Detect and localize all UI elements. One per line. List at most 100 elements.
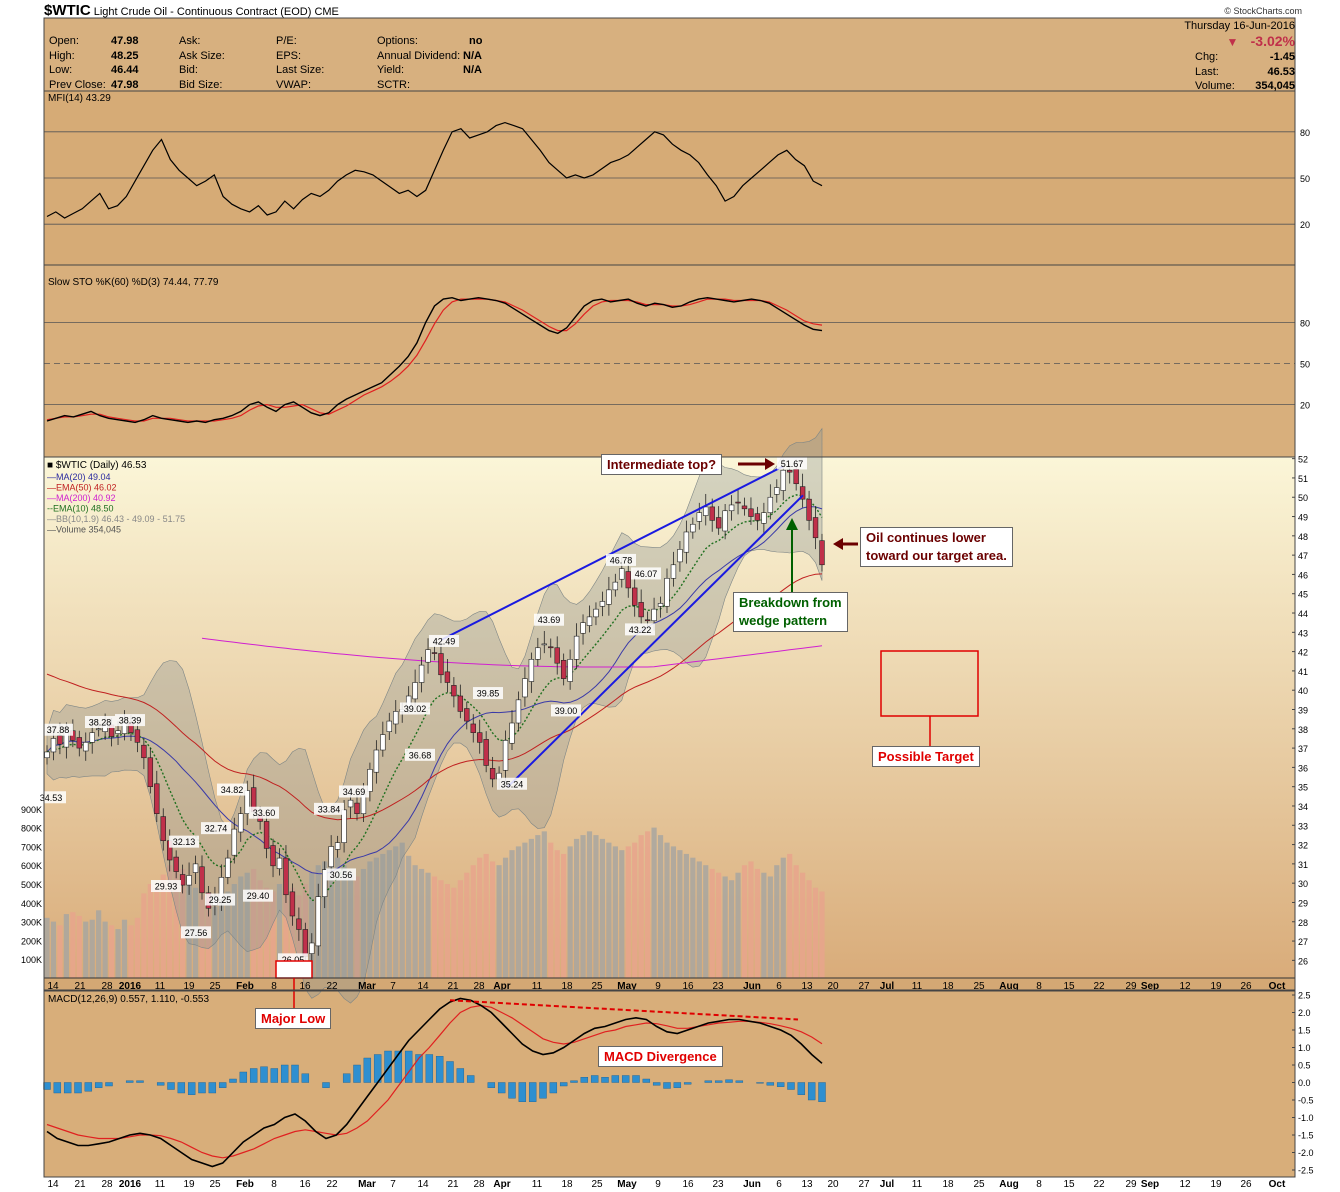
mfi-level-label: 80 [1300,128,1310,138]
sto-title: Slow STO %K(60) %D(3) 74.44, 77.79 [48,277,219,288]
x-tick-label-bottom: Sep [1141,1179,1159,1190]
volume-bar [218,899,224,978]
vwap-label: VWAP: [276,78,312,91]
macd-histogram-bar [797,1082,806,1095]
quote-col-3: P/E: EPS: Last Size: VWAP: [276,34,324,92]
note-breakdown-line-1: Breakdown from [739,595,842,610]
low-label: Low: [49,64,73,76]
x-tick-label-bottom: Jun [743,1179,761,1190]
mfi-level-label: 20 [1300,220,1310,230]
volume-bar [244,872,250,978]
volume-bar [735,872,741,978]
price-label-bg [314,802,344,815]
macd-histogram-bar [260,1066,268,1083]
panel-border [43,989,1296,1178]
price-label-bg [85,716,115,729]
x-tick-label-bottom: Oct [1269,1179,1286,1190]
macd-histogram-bar [539,1082,547,1099]
x-tick-label: 28 [101,981,113,992]
x-tick-label-bottom: 29 [1125,1179,1137,1190]
x-tick-label: 28 [473,981,485,992]
volume-bar [167,865,173,978]
x-tick-label-bottom: 16 [682,1179,694,1190]
candle-body [554,647,560,664]
price-label: 34.82 [221,785,244,795]
prev-close-label: Prev Close: [49,78,106,91]
candle-body [793,468,799,485]
x-tick-label: May [617,981,637,992]
candle-body [464,708,470,722]
price-tick-label: 42 [1298,648,1308,658]
x-tick-label: 18 [942,981,954,992]
price-label-bg [43,723,73,736]
volume-bar [754,868,761,978]
candle-body [754,513,761,521]
candle-body [412,682,418,700]
volume-tick-label: 700K [21,842,42,852]
quote-col-1: Open: 47.98 High: 48.25 Low: 46.44 Prev Clo… [49,34,139,92]
macd-histogram-bar [611,1075,620,1083]
volume-bar [386,850,392,978]
volume-bar [677,850,683,978]
macd-histogram-bar [125,1080,134,1083]
candle-body [154,783,160,814]
macd-histogram-bar [673,1082,682,1088]
x-tick-label: 15 [1063,981,1075,992]
x-tick-label-bottom: 2016 [119,1179,142,1190]
price-label: 27.56 [185,928,208,938]
quote-date: Thursday 16-Jun-2016 [1184,20,1295,32]
x-tick-label-bottom: 11 [912,1179,923,1190]
candle-body [76,737,82,749]
yield-label: Yield: [377,64,405,76]
candle-body [438,653,444,676]
wedge-upper-trendline [440,465,784,641]
x-tick-label-bottom: 28 [101,1179,113,1190]
price-label: 43.22 [629,625,652,635]
volume-bar [703,865,709,978]
macd-histogram-bar [435,1056,444,1083]
macd-histogram-bar [53,1082,62,1094]
candle-body [619,568,625,580]
volume-bar [360,868,367,978]
x-tick-label-bottom: 16 [299,1179,311,1190]
price-tick-label: 35 [1298,783,1308,793]
volume-bar [573,838,580,978]
price-label: 26.05 [282,955,305,965]
candle-body [502,740,509,771]
macd-histogram-bar [725,1079,733,1083]
volume-bar [63,914,69,978]
x-tick-label-bottom: 13 [801,1179,813,1190]
macd-tick-label: 0.0 [1298,1078,1311,1088]
volume-bar [696,861,702,978]
x-tick-label: 25 [591,981,603,992]
volume-bar [373,857,379,978]
price-label: 46.78 [610,555,633,565]
x-tick-label-bottom: 15 [1063,1179,1075,1190]
volume-bar [347,872,354,978]
candle-body [515,699,522,724]
description: Light Crude Oil - Continuous Contract (E… [93,6,312,18]
volume-bar [625,846,631,978]
volume-bar [380,853,386,978]
macd-histogram-bar [549,1082,558,1094]
x-tick-label-bottom: 27 [858,1179,870,1190]
candle-body [780,469,786,491]
candle-body [334,842,341,850]
volume-bar [309,872,315,978]
volume-bar [800,872,806,978]
candle-body [632,587,638,606]
candle-body [373,749,380,773]
macd-histogram-bar [735,1080,744,1083]
volume-bar [470,865,476,978]
candle-body [541,643,547,646]
note-breakdown: Breakdown from wedge pattern [733,592,848,632]
price-label-bg [551,704,581,717]
candle-body [715,517,722,529]
arrow-breakdown-head [786,518,798,530]
volume-bar [44,917,50,978]
x-tick-label-bottom: 18 [561,1179,573,1190]
volume-bar [425,872,431,978]
volume-bar [238,876,244,978]
volume-bar [657,835,664,978]
volume-tick-label: 500K [21,880,42,890]
